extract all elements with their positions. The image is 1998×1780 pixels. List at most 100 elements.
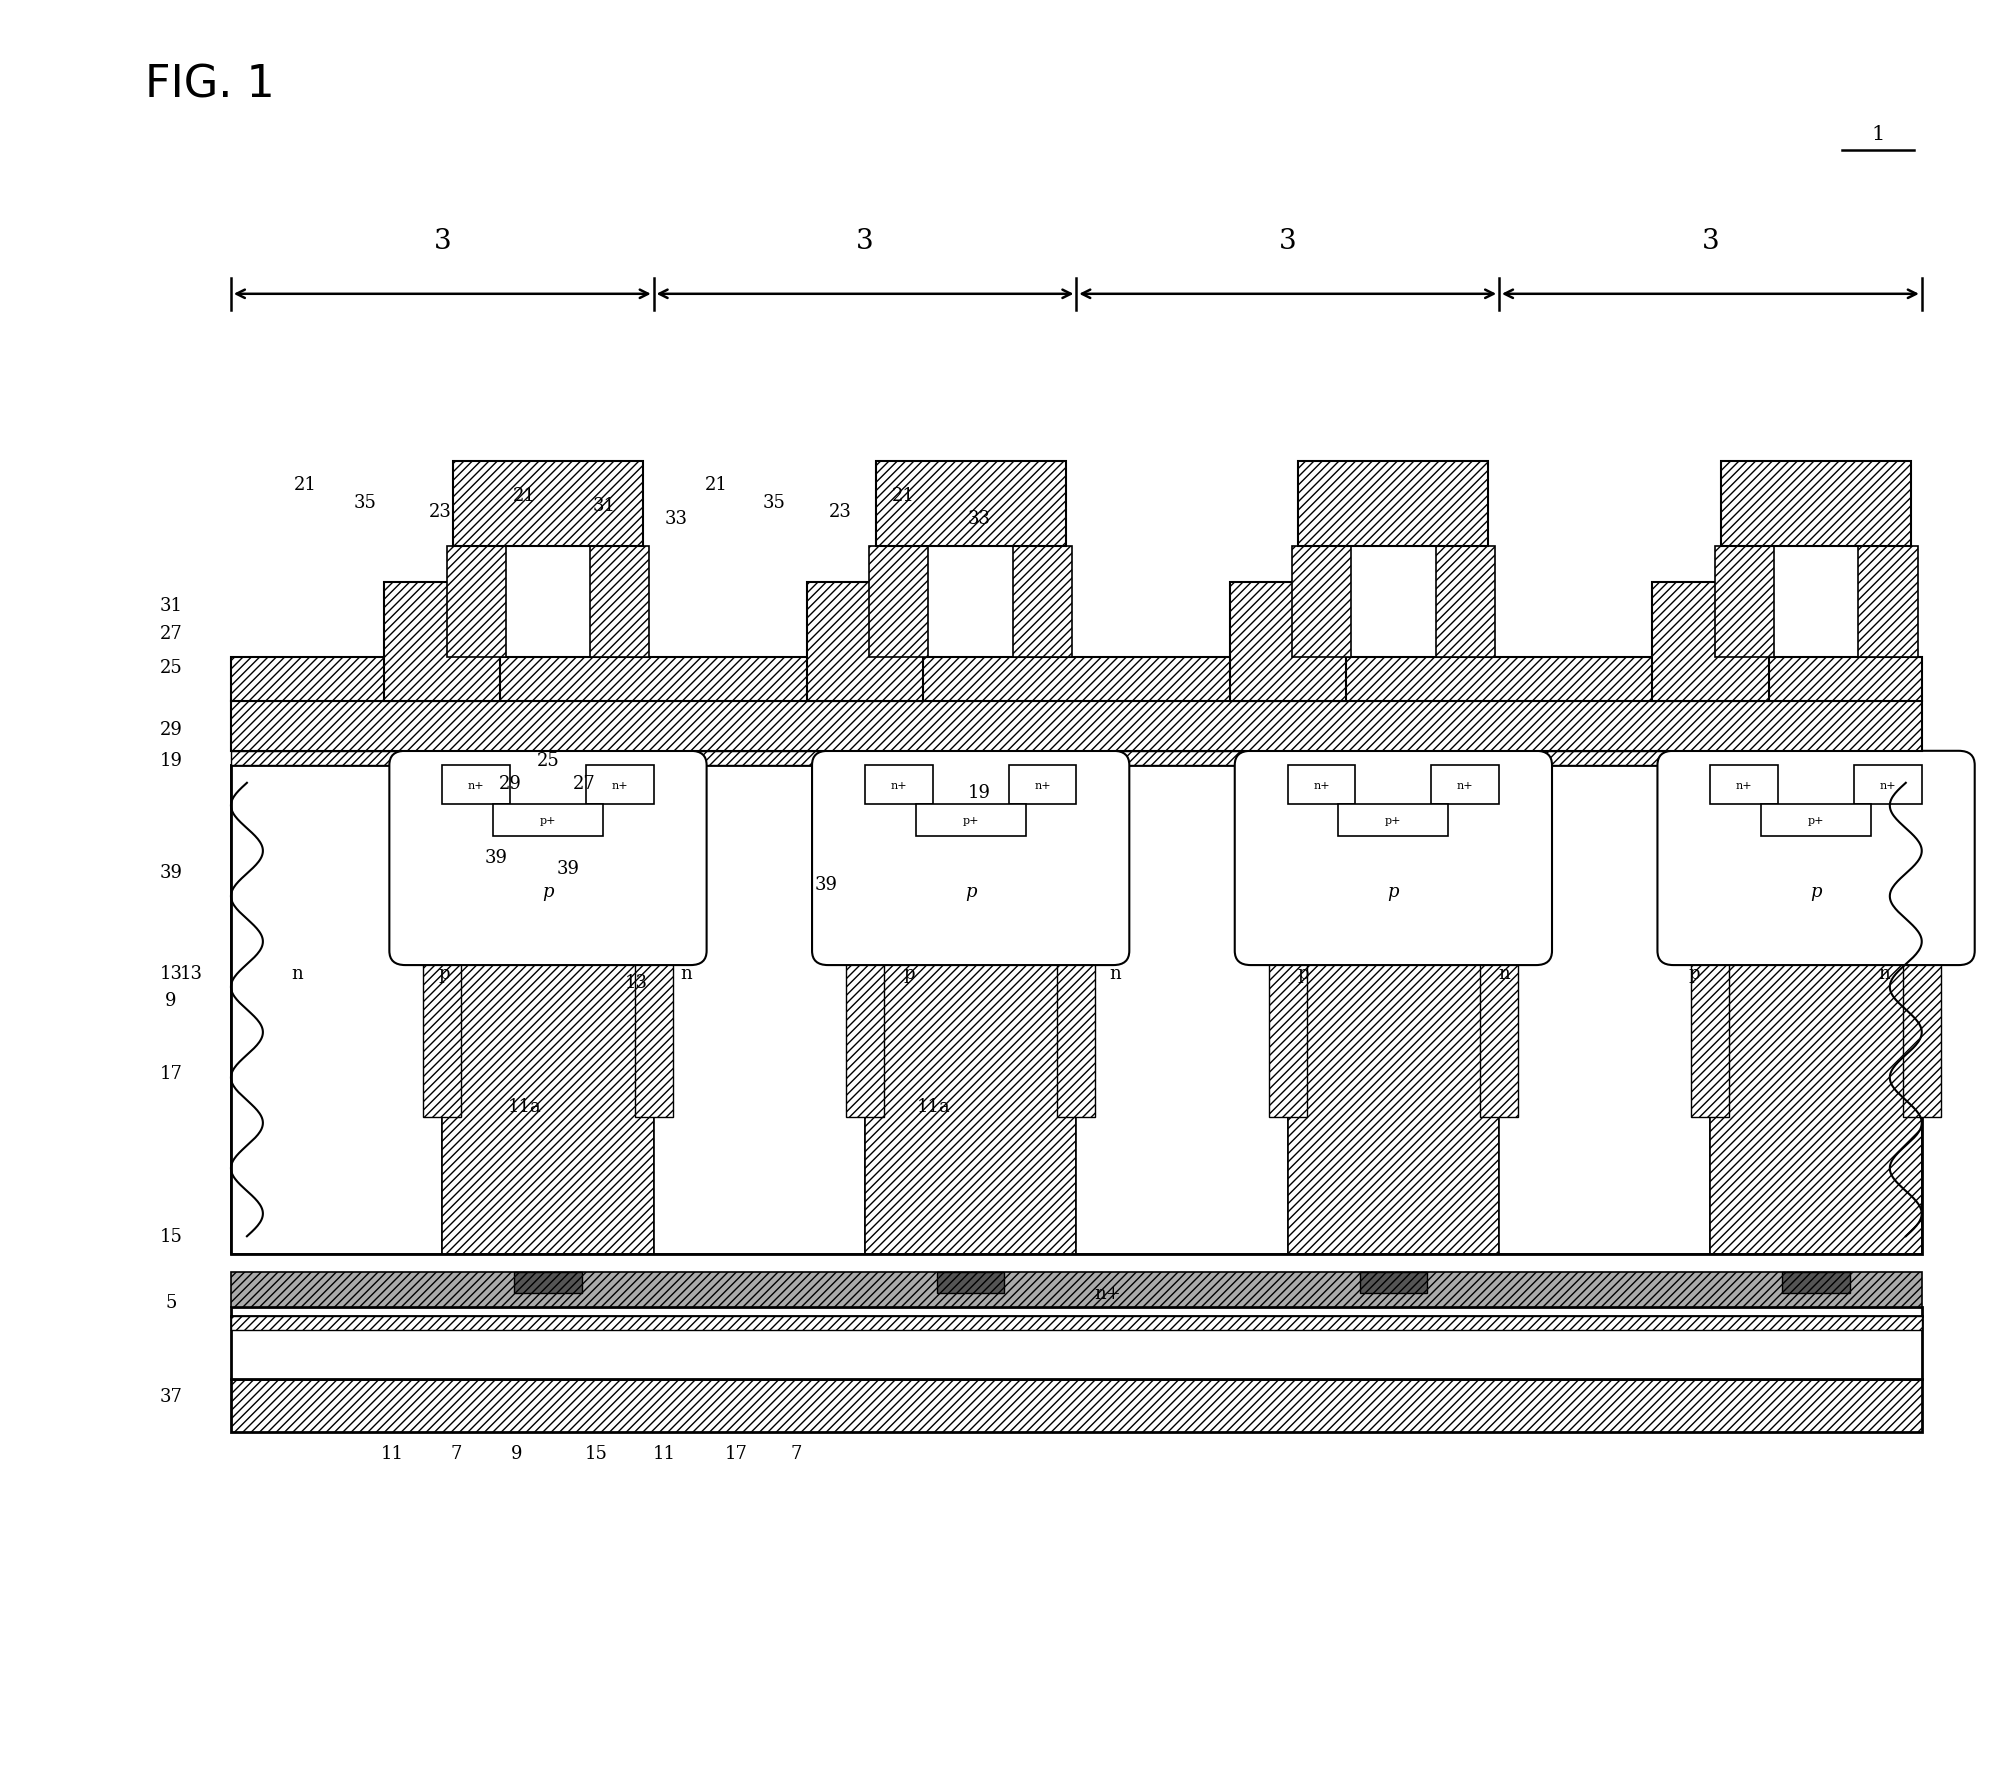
- Bar: [1902, 765, 1940, 1118]
- Text: 29: 29: [160, 721, 182, 739]
- Text: 35: 35: [354, 493, 376, 511]
- Bar: [1714, 546, 1772, 657]
- Bar: [232, 1317, 1920, 1380]
- Bar: [1291, 546, 1351, 657]
- Text: 15: 15: [160, 1228, 182, 1246]
- Text: 17: 17: [723, 1444, 747, 1463]
- Text: 31: 31: [593, 497, 615, 514]
- FancyBboxPatch shape: [1656, 751, 1974, 965]
- FancyBboxPatch shape: [1235, 751, 1550, 965]
- Text: 33: 33: [967, 509, 991, 527]
- Text: 21: 21: [294, 475, 316, 493]
- Bar: [232, 751, 1920, 765]
- Bar: [865, 765, 933, 805]
- Bar: [446, 546, 505, 657]
- Text: p: p: [1387, 883, 1399, 901]
- Text: n: n: [679, 965, 691, 983]
- Text: p+: p+: [1806, 815, 1824, 826]
- Text: 21: 21: [513, 486, 535, 504]
- Bar: [1287, 765, 1355, 805]
- Bar: [1009, 765, 1075, 805]
- Text: n+: n+: [1093, 1285, 1121, 1303]
- Bar: [585, 765, 653, 805]
- Text: 11a: 11a: [917, 1098, 949, 1116]
- Bar: [1435, 546, 1495, 657]
- Bar: [1075, 765, 1287, 1255]
- Bar: [1854, 765, 1920, 805]
- Text: p: p: [1297, 965, 1309, 983]
- Text: 39: 39: [557, 860, 579, 878]
- Text: p: p: [1688, 965, 1698, 983]
- Bar: [1782, 1273, 1848, 1294]
- Bar: [494, 805, 603, 837]
- Text: n: n: [292, 965, 302, 983]
- Text: 5: 5: [166, 1294, 176, 1312]
- Bar: [1013, 546, 1071, 657]
- Text: 3: 3: [434, 228, 452, 255]
- Text: 9: 9: [166, 991, 176, 1009]
- Bar: [1498, 765, 1710, 1255]
- Text: 13: 13: [625, 974, 647, 991]
- Text: FIG. 1: FIG. 1: [146, 64, 276, 107]
- Text: 17: 17: [160, 1064, 182, 1082]
- Text: 35: 35: [761, 493, 785, 511]
- Text: n: n: [1498, 965, 1510, 983]
- Bar: [1690, 765, 1728, 1118]
- Text: 25: 25: [537, 751, 559, 769]
- Text: 1: 1: [1870, 125, 1884, 144]
- Text: 19: 19: [160, 751, 182, 769]
- Bar: [232, 1317, 1920, 1331]
- Bar: [442, 765, 653, 1255]
- Text: 27: 27: [160, 625, 182, 643]
- Bar: [1229, 582, 1345, 701]
- Bar: [232, 1308, 1920, 1317]
- Bar: [454, 461, 643, 546]
- Text: 37: 37: [160, 1388, 182, 1406]
- Text: 3: 3: [1700, 228, 1718, 255]
- Bar: [232, 765, 442, 1255]
- Text: n+: n+: [1033, 780, 1051, 790]
- Bar: [869, 546, 927, 657]
- Bar: [1269, 765, 1307, 1118]
- Text: p: p: [541, 883, 553, 901]
- Text: 19: 19: [967, 783, 991, 801]
- Text: 25: 25: [160, 659, 182, 676]
- Bar: [384, 582, 500, 701]
- Text: 27: 27: [573, 774, 595, 792]
- Text: p: p: [1810, 883, 1820, 901]
- Bar: [1431, 765, 1498, 805]
- Bar: [915, 805, 1025, 837]
- Text: 9: 9: [509, 1444, 521, 1463]
- Text: n+: n+: [1878, 780, 1896, 790]
- Text: 39: 39: [486, 849, 507, 867]
- Text: 39: 39: [813, 876, 837, 894]
- Text: n+: n+: [1457, 780, 1473, 790]
- Text: p+: p+: [961, 815, 979, 826]
- Text: 33: 33: [663, 509, 687, 527]
- Text: 7: 7: [789, 1444, 801, 1463]
- Bar: [232, 701, 1920, 751]
- Text: 23: 23: [827, 502, 851, 520]
- Text: n+: n+: [468, 780, 484, 790]
- Bar: [1760, 805, 1870, 837]
- Text: 21: 21: [703, 475, 727, 493]
- Text: 23: 23: [430, 502, 452, 520]
- Text: 11: 11: [382, 1444, 404, 1463]
- Bar: [1479, 765, 1516, 1118]
- Bar: [232, 1380, 1920, 1433]
- Text: p: p: [440, 965, 450, 983]
- Text: 11a: 11a: [507, 1098, 541, 1116]
- Bar: [807, 582, 923, 701]
- Bar: [1710, 765, 1920, 1255]
- Bar: [845, 765, 883, 1118]
- Text: 3: 3: [855, 228, 873, 255]
- Bar: [653, 765, 865, 1255]
- Bar: [232, 657, 1920, 701]
- Text: p+: p+: [539, 815, 555, 826]
- Bar: [1287, 765, 1498, 1255]
- Text: 15: 15: [585, 1444, 607, 1463]
- Text: 39: 39: [160, 863, 182, 881]
- Text: 7: 7: [452, 1444, 462, 1463]
- Text: 21: 21: [891, 486, 915, 504]
- Bar: [442, 765, 509, 805]
